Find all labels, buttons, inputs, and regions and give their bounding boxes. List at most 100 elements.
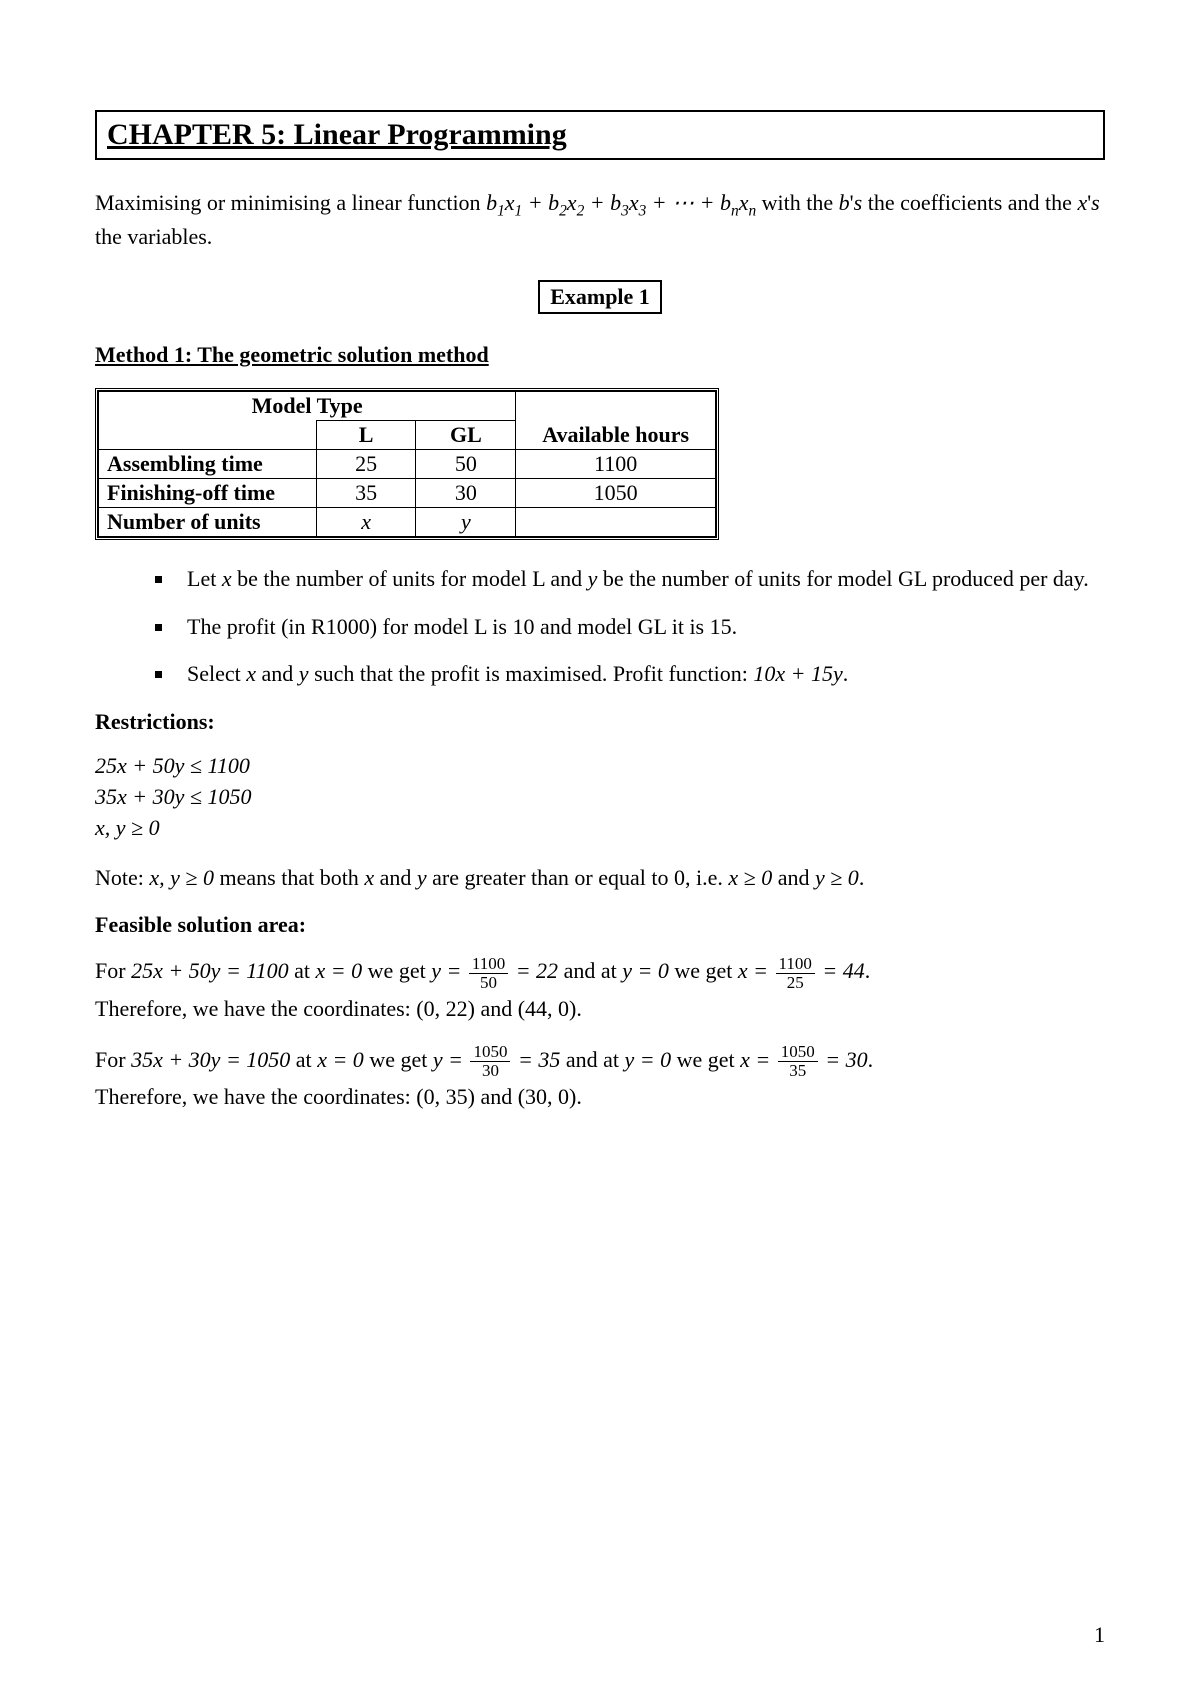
table-header-row-1: Model Type — [99, 391, 716, 420]
bullet-text: Select — [187, 661, 246, 686]
fs-text: we get — [362, 958, 431, 983]
feasible-label: Feasible solution area: — [95, 912, 1105, 938]
method-title: Method 1: The geometric solution method — [95, 342, 1105, 368]
note-text: means that both — [214, 865, 364, 890]
table-row: Number of units x y — [99, 507, 716, 536]
example-label: Example 1 — [550, 284, 650, 309]
table-header-row-2: L GL Available hours — [99, 420, 716, 449]
frac-num: 1050 — [470, 1043, 510, 1062]
cell: 50 — [416, 449, 516, 478]
list-item: Select x and y such that the profit is m… — [175, 659, 1105, 689]
note-expr2: x ≥ 0 — [728, 865, 772, 890]
cell: 25 — [316, 449, 416, 478]
example-box: Example 1 — [538, 280, 662, 314]
frac-num: 1100 — [469, 955, 508, 974]
fs-text: we get — [671, 1047, 740, 1072]
fs-text: . — [865, 958, 871, 983]
frac-den: 35 — [778, 1062, 818, 1080]
fs-text: For — [95, 1047, 131, 1072]
blank-header — [516, 391, 716, 420]
restriction-2: 35x + 30y ≤ 1050 — [95, 782, 1105, 813]
fs-eq: 35x + 30y = 1050 — [131, 1047, 290, 1072]
fs-result: = 22 — [510, 958, 558, 983]
frac-num: 1100 — [776, 955, 815, 974]
fs-y0: y = 0 — [622, 958, 669, 983]
cell — [516, 507, 716, 536]
fs-text: at — [290, 1047, 317, 1072]
fraction: 105030 — [470, 1043, 510, 1080]
col-header-GL: GL — [416, 420, 516, 449]
fs-text: and at — [558, 958, 622, 983]
row-label: Finishing-off time — [99, 478, 317, 507]
frac-den: 25 — [776, 974, 815, 992]
fs-x0: x = 0 — [317, 1047, 364, 1072]
fs-x0: x = 0 — [316, 958, 363, 983]
chapter-title-box: CHAPTER 5: Linear Programming — [95, 110, 1105, 160]
cell: y — [416, 507, 516, 536]
list-item: Let x be the number of units for model L… — [175, 564, 1105, 594]
intro-text: Maximising or minimising a linear functi… — [95, 190, 486, 215]
intro-linear-expr: b1x1 + b2x2 + b3x3 + ⋯ + bnxn — [486, 190, 756, 215]
row-label: Number of units — [99, 507, 317, 536]
fs-result: = 44 — [817, 958, 865, 983]
fs-xexpr: x = — [738, 958, 774, 983]
note-text: . — [859, 865, 865, 890]
bullet-text: such that the profit is maximised. Profi… — [309, 661, 754, 686]
bullet-text: be the number of units for model L and — [232, 566, 588, 591]
bullet-text: Let — [187, 566, 222, 591]
var-y: y — [417, 865, 427, 890]
intro-suffix: with the — [756, 190, 839, 215]
restriction-3: x, y ≥ 0 — [95, 813, 1105, 844]
fs-text: and at — [560, 1047, 624, 1072]
fraction: 110025 — [776, 955, 815, 992]
frac-den: 50 — [469, 974, 508, 992]
note-paragraph: Note: x, y ≥ 0 means that both x and y a… — [95, 861, 1105, 894]
var-x: x — [222, 566, 232, 591]
fs-yexpr: y = — [431, 958, 467, 983]
frac-num: 1050 — [778, 1043, 818, 1062]
fs-text: we get — [669, 958, 738, 983]
frac-den: 30 — [470, 1062, 510, 1080]
fraction: 110050 — [469, 955, 508, 992]
bullet-text: and — [256, 661, 299, 686]
bullet-text: . — [843, 661, 849, 686]
note-text: are greater than or equal to 0, i.e. — [427, 865, 729, 890]
table-row: Assembling time 25 50 1100 — [99, 449, 716, 478]
intro-bs: b's — [839, 190, 863, 215]
intro-paragraph: Maximising or minimising a linear functi… — [95, 188, 1105, 252]
fs-text: at — [289, 958, 316, 983]
data-table-wrap: Model Type L GL Available hours Assembli… — [95, 388, 719, 540]
restrictions-label: Restrictions: — [95, 709, 1105, 735]
model-type-header: Model Type — [99, 391, 516, 420]
note-text: and — [374, 865, 417, 890]
fraction: 105035 — [778, 1043, 818, 1080]
intro-xs: x's — [1077, 190, 1099, 215]
restrictions-block: 25x + 50y ≤ 1100 35x + 30y ≤ 1050 x, y ≥… — [95, 751, 1105, 843]
fs-therefore: Therefore, we have the coordinates: (0, … — [95, 1084, 582, 1109]
cell: 30 — [416, 478, 516, 507]
cell: 35 — [316, 478, 416, 507]
bullet-text: The profit (in R1000) for model L is 10 … — [187, 614, 737, 639]
row-label: Assembling time — [99, 449, 317, 478]
profit-expr: 10x + 15y — [753, 661, 842, 686]
blank-subheader — [99, 420, 317, 449]
table-row: Finishing-off time 35 30 1050 — [99, 478, 716, 507]
intro-end: the variables. — [95, 224, 212, 249]
fs-text: we get — [364, 1047, 433, 1072]
cell: 1100 — [516, 449, 716, 478]
var-y: y — [299, 661, 309, 686]
feasible-para-1: For 25x + 50y = 1100 at x = 0 we get y =… — [95, 954, 1105, 1024]
page: CHAPTER 5: Linear Programming Maximising… — [0, 0, 1200, 1698]
page-number: 1 — [1094, 1622, 1105, 1648]
chapter-title: CHAPTER 5: Linear Programming — [107, 118, 567, 151]
bullet-text: be the number of units for model GL prod… — [597, 566, 1088, 591]
restriction-1: 25x + 50y ≤ 1100 — [95, 751, 1105, 782]
cell: x — [316, 507, 416, 536]
var-x: x — [364, 865, 374, 890]
fs-xexpr: x = — [740, 1047, 776, 1072]
var-y: y — [588, 566, 598, 591]
fs-therefore: Therefore, we have the coordinates: (0, … — [95, 996, 582, 1021]
fs-text: . — [868, 1047, 874, 1072]
fs-result: = 35 — [512, 1047, 560, 1072]
note-expr: x, y ≥ 0 — [149, 865, 214, 890]
